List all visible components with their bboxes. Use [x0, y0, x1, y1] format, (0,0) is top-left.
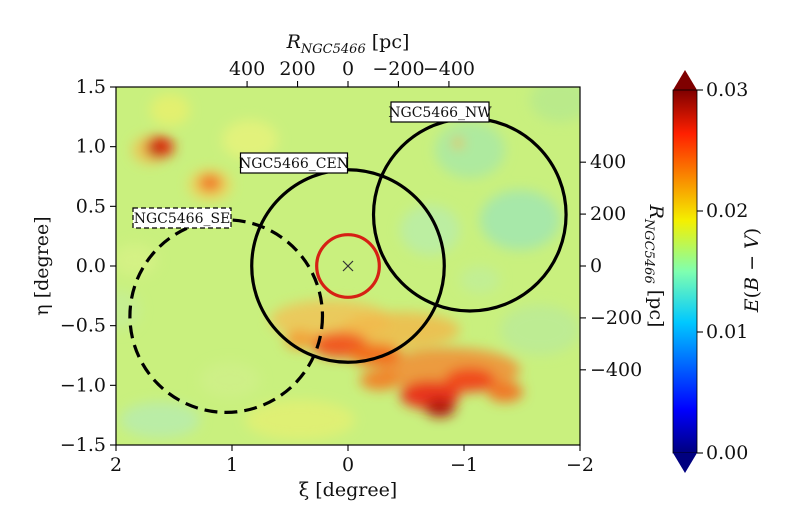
- extinction-heatmap: [116, 87, 580, 445]
- right-axis-label: RNGC5466 [pc]: [641, 204, 667, 328]
- x-tick-label: −1: [450, 454, 478, 476]
- ngc5466-nw-label: NGC5466_NW: [388, 101, 492, 123]
- x-tick-label: 1: [226, 454, 238, 476]
- right-tick-label: 200: [590, 203, 626, 225]
- colorbar-tick-label: 0.03: [706, 79, 748, 101]
- top-tick-label: −200: [372, 58, 424, 80]
- top-tick-label: 400: [229, 58, 265, 80]
- ngc5466-cen-label: NGC5466_CEN: [239, 152, 349, 174]
- colorbar-gradient: [672, 89, 698, 454]
- svg-text:NGC5466_NW: NGC5466_NW: [388, 105, 492, 121]
- colorbar: 0.00 0.01 0.02 0.03 E(B − V): [672, 70, 763, 473]
- x-tick-label: 0: [342, 454, 354, 476]
- x-axis-label: ξ [degree]: [299, 479, 397, 501]
- y-tick-label: −1.5: [60, 434, 106, 456]
- y-tick-label: 1.0: [76, 136, 106, 158]
- y-tick-label: 0.0: [76, 255, 106, 277]
- tidal-circle: [315, 233, 381, 299]
- cluster-center-marker: [342, 260, 354, 272]
- y-axis-label: η [degree]: [31, 216, 53, 315]
- right-tick-label: −400: [590, 359, 642, 381]
- svg-text:NGC5466_CEN: NGC5466_CEN: [239, 156, 349, 172]
- colorbar-tick-label: 0.01: [706, 321, 748, 343]
- svg-text:NGC5466_SE: NGC5466_SE: [134, 211, 231, 227]
- top-tick-label: 200: [279, 58, 315, 80]
- colorbar-tick-label: 0.00: [706, 442, 748, 464]
- top-axis-label: RNGC5466 [pc]: [286, 31, 410, 57]
- ngc5466-se-label: NGC5466_SE: [132, 207, 232, 229]
- x-tick-label: 2: [110, 454, 122, 476]
- x-tick-label: −2: [566, 454, 594, 476]
- y-tick-label: −0.5: [60, 315, 106, 337]
- right-tick-label: 400: [590, 151, 626, 173]
- y-tick-label: 0.5: [76, 195, 106, 217]
- region-circles: NGC5466_SE NGC5466_CEN NGC5466_NW: [128, 101, 568, 414]
- colorbar-max-arrow: [673, 70, 697, 90]
- colorbar-label: E(B − V): [741, 228, 763, 313]
- right-tick-label: 0: [590, 255, 602, 277]
- y-tick-label: −1.0: [60, 374, 106, 396]
- y-tick-label: 1.5: [76, 76, 106, 98]
- right-tick-label: −200: [590, 307, 642, 329]
- colorbar-min-arrow: [673, 453, 697, 473]
- colorbar-tick-label: 0.02: [706, 200, 748, 222]
- top-tick-label: −400: [423, 58, 475, 80]
- top-tick-label: 0: [342, 58, 354, 80]
- axes: 2 1 0 −1 −2 −1.5 −1.0 −0.5 0.0 0.5 1.0 1.5 400 200 0 −2…: [60, 58, 642, 476]
